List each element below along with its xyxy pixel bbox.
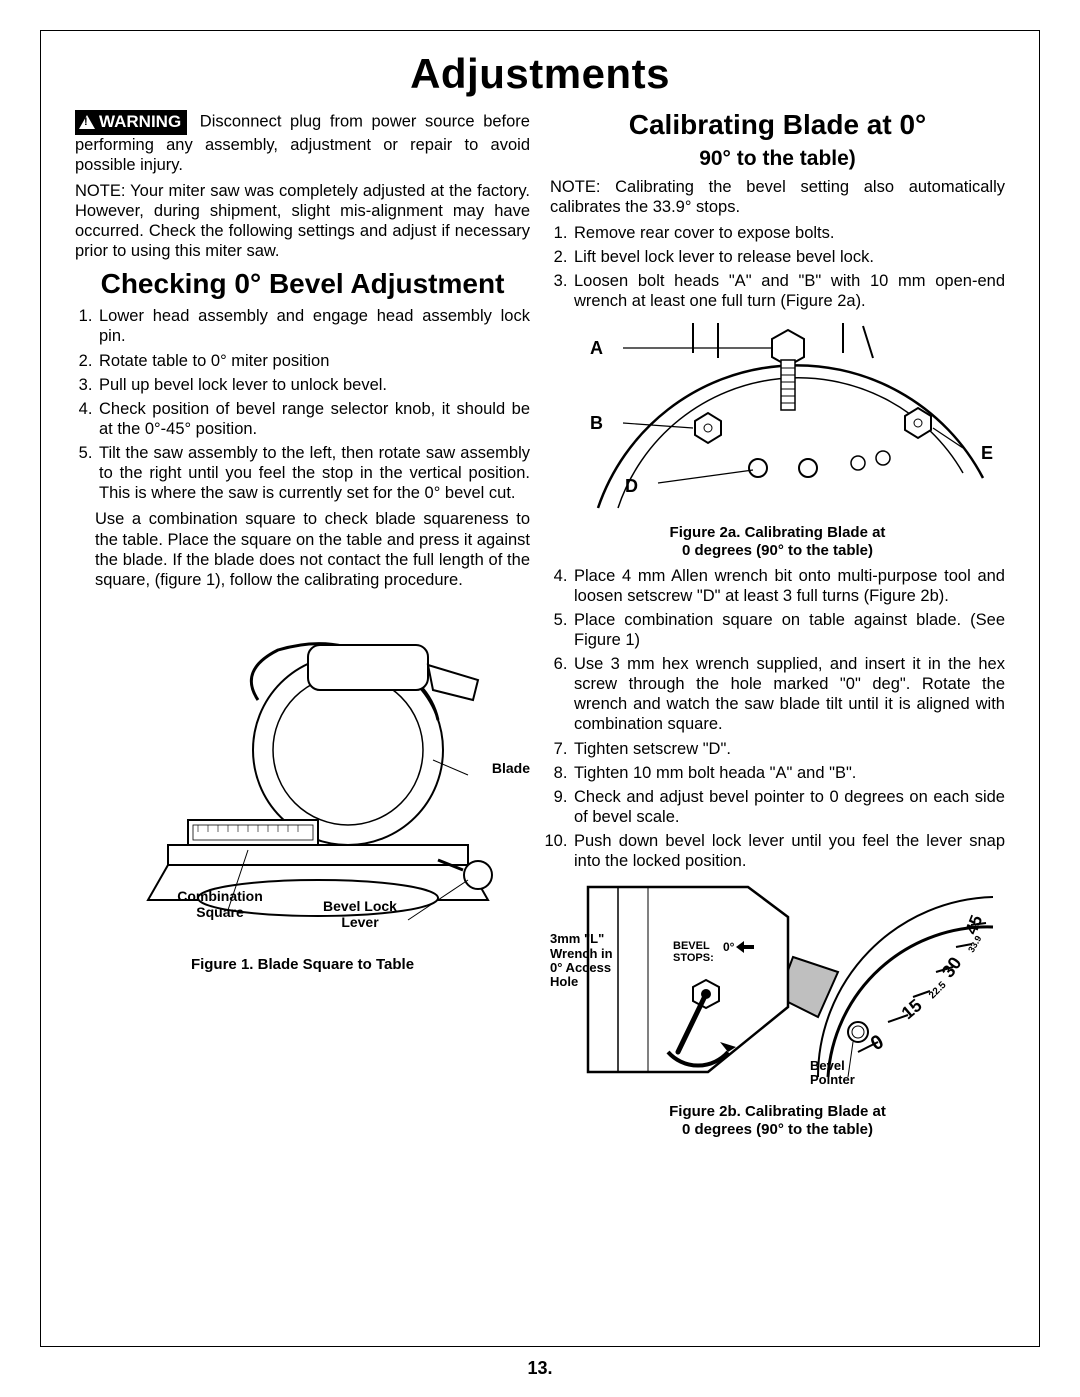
figure-2b-caption-l2: 0 degrees (90° to the table) (550, 1121, 1005, 1139)
step-item: Place combination square on table agains… (572, 610, 1005, 650)
factory-note: NOTE: Your miter saw was completely adju… (75, 181, 530, 262)
fig2b-label-pointer: Bevel Pointer (810, 1059, 880, 1088)
calibrate-note: NOTE: Calibrating the bevel setting also… (550, 177, 1005, 217)
right-column: Calibrating Blade at 0° 90° to the table… (550, 110, 1005, 1139)
figure-2a: A B D E (550, 318, 1005, 518)
page-number: 13. (0, 1358, 1080, 1379)
step-item: Loosen bolt heads "A" and "B" with 10 mm… (572, 271, 1005, 311)
fig2a-label-d: D (625, 476, 638, 497)
warning-label: WARNING (99, 112, 181, 133)
fig2b-label-wrench: 3mm "L" Wrench in 0° Access Hole (550, 932, 625, 989)
fig1-label-blade: Blade (492, 760, 530, 776)
fig2a-label-e: E (981, 443, 993, 464)
calibrate-steps-top: Remove rear cover to expose bolts. Lift … (550, 223, 1005, 312)
step-item: Check and adjust bevel pointer to 0 degr… (572, 787, 1005, 827)
fig1-label-square: Combination Square (165, 888, 275, 920)
step-item: Place 4 mm Allen wrench bit onto multi-p… (572, 566, 1005, 606)
svg-text:STOPS:: STOPS: (673, 952, 714, 964)
step-item: Lift bevel lock lever to release bevel l… (572, 247, 1005, 267)
step-item: Tighten 10 mm bolt heada "A" and "B". (572, 763, 1005, 783)
figure-1: Blade Combination Square Bevel Lock Leve… (75, 620, 530, 950)
warning-badge: WARNING (75, 110, 187, 135)
page-title: Adjustments (75, 50, 1005, 98)
figure-2a-caption-l2: 0 degrees (90° to the table) (550, 542, 1005, 560)
figure-2b-caption-l1: Figure 2b. Calibrating Blade at (550, 1103, 1005, 1121)
step-item: Pull up bevel lock lever to unlock bevel… (97, 375, 530, 395)
calibrating-subheading: 90° to the table) (550, 147, 1005, 171)
warning-triangle-icon (79, 115, 95, 129)
step-item: Tilt the saw assembly to the left, then … (97, 443, 530, 503)
svg-text:0°: 0° (723, 940, 735, 954)
fig2a-label-a: A (590, 338, 603, 359)
figure-1-caption: Figure 1. Blade Square to Table (75, 956, 530, 974)
step-item: Rotate table to 0° miter position (97, 351, 530, 371)
step-item: Lower head assembly and engage head asse… (97, 306, 530, 346)
step-item: Tighten setscrew "D". (572, 739, 1005, 759)
checking-bevel-heading: Checking 0° Bevel Adjustment (75, 269, 530, 300)
figure-1-svg (98, 620, 508, 950)
step-item: Check position of bevel range selector k… (97, 399, 530, 439)
step-item: Push down bevel lock lever until you fee… (572, 831, 1005, 871)
figure-2a-caption-l1: Figure 2a. Calibrating Blade at (550, 524, 1005, 542)
fig2a-label-b: B (590, 413, 603, 434)
calibrating-heading: Calibrating Blade at 0° (550, 110, 1005, 141)
svg-text:BEVEL: BEVEL (673, 940, 710, 952)
square-paragraph: Use a combination square to check blade … (95, 509, 530, 590)
step-item: Remove rear cover to expose bolts. (572, 223, 1005, 243)
checking-steps: Lower head assembly and engage head asse… (75, 306, 530, 503)
step-item: Use 3 mm hex wrench supplied, and insert… (572, 654, 1005, 735)
left-column: WARNING Disconnect plug from power sourc… (75, 110, 530, 1139)
calibrate-steps-mid: Place 4 mm Allen wrench bit onto multi-p… (550, 566, 1005, 872)
figure-2b: BEVEL STOPS: 0° 3mm "L" Wrench in 0° Acc… (550, 877, 1005, 1097)
warning-paragraph: WARNING Disconnect plug from power sourc… (75, 110, 530, 175)
fig1-label-lever: Bevel Lock Lever (310, 898, 410, 930)
